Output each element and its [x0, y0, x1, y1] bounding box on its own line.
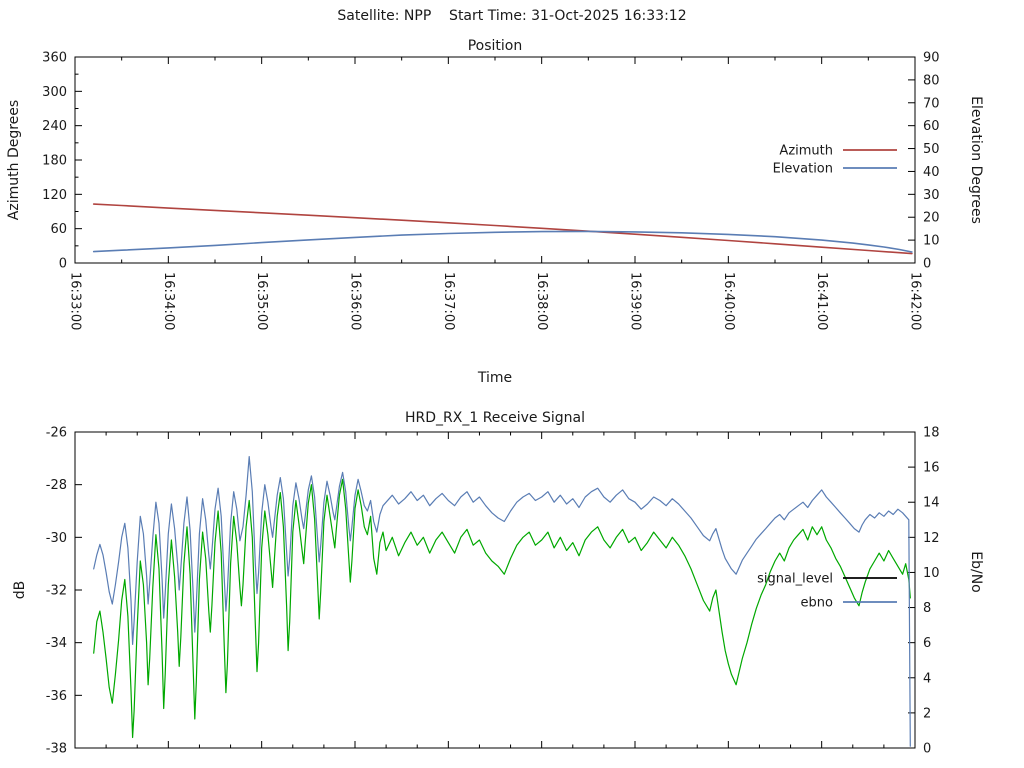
- chart-0: 16:33:00 16:34:00 16:35:00 16:36:00 16:37:00…: [42, 51, 939, 331]
- svg-text:4: 4: [923, 671, 931, 686]
- svg-text:-32: -32: [46, 584, 67, 599]
- svg-text:40: 40: [923, 165, 940, 180]
- series-signal_level: [93, 478, 911, 739]
- svg-text:20: 20: [923, 211, 940, 226]
- svg-text:120: 120: [42, 188, 67, 203]
- svg-text:2: 2: [923, 706, 931, 721]
- position-chart-title: Position: [467, 38, 523, 54]
- series-Elevation: [92, 230, 913, 253]
- svg-text:18: 18: [923, 426, 940, 441]
- plot-border: [74, 431, 916, 749]
- svg-text:16:36:00: 16:36:00: [348, 272, 363, 330]
- svg-text:ebno: ebno: [801, 596, 833, 611]
- svg-text:Azimuth: Azimuth: [779, 144, 833, 159]
- svg-text:-28: -28: [46, 478, 67, 493]
- svg-text:16:42:00: 16:42:00: [908, 272, 923, 330]
- chart-0-ticks: 16:33:00 16:34:00 16:35:00 16:36:00 16:37:00…: [42, 51, 939, 331]
- svg-text:16:35:00: 16:35:00: [254, 272, 269, 330]
- page-title: Satellite: NPP Start Time: 31-Oct-2025 1…: [337, 8, 687, 24]
- svg-text:Elevation: Elevation: [773, 162, 833, 177]
- svg-text:50: 50: [923, 142, 940, 157]
- svg-text:-34: -34: [46, 636, 67, 651]
- svg-text:-26: -26: [46, 426, 67, 441]
- svg-text:70: 70: [923, 96, 940, 111]
- chart-0-legend: Azimuth Elevation: [773, 144, 897, 177]
- svg-text:-38: -38: [46, 742, 67, 757]
- time-axis-label: Time: [477, 370, 513, 386]
- svg-text:16:37:00: 16:37:00: [441, 272, 456, 330]
- svg-text:16:40:00: 16:40:00: [721, 272, 736, 330]
- receive-signal-chart-title: HRD_RX_1 Receive Signal: [405, 410, 585, 426]
- svg-text:16:41:00: 16:41:00: [814, 272, 829, 330]
- svg-text:90: 90: [923, 51, 940, 66]
- chart-1: -38 -36 -34 -32 -30 -28 -26 0 2 4 6 8 10 12 14 16 18 sign…: [46, 426, 940, 757]
- svg-text:0: 0: [923, 257, 931, 272]
- svg-text:360: 360: [42, 51, 67, 66]
- svg-text:6: 6: [923, 636, 931, 651]
- svg-text:16:33:00: 16:33:00: [68, 272, 83, 330]
- svg-text:16:34:00: 16:34:00: [161, 272, 176, 330]
- svg-text:0: 0: [59, 257, 67, 272]
- svg-text:16: 16: [923, 461, 940, 476]
- svg-text:12: 12: [923, 531, 940, 546]
- svg-text:signal_level: signal_level: [757, 572, 833, 587]
- svg-text:14: 14: [923, 496, 940, 511]
- svg-text:-30: -30: [46, 531, 67, 546]
- svg-text:-36: -36: [46, 689, 67, 704]
- svg-text:16:38:00: 16:38:00: [534, 272, 549, 330]
- svg-text:60: 60: [923, 119, 940, 134]
- svg-text:8: 8: [923, 601, 931, 616]
- svg-text:10: 10: [923, 234, 940, 249]
- series-ebno: [93, 456, 911, 747]
- series-Azimuth: [92, 203, 913, 255]
- svg-text:30: 30: [923, 188, 940, 203]
- svg-text:240: 240: [42, 119, 67, 134]
- svg-text:80: 80: [923, 73, 940, 88]
- chart-1-ticks: -38 -36 -34 -32 -30 -28 -26 0 2 4 6 8 10 12 14 16 18: [46, 426, 940, 757]
- svg-text:0: 0: [923, 742, 931, 757]
- svg-text:300: 300: [42, 85, 67, 100]
- svg-text:16:39:00: 16:39:00: [628, 272, 643, 330]
- svg-text:180: 180: [42, 154, 67, 169]
- svg-text:10: 10: [923, 566, 940, 581]
- svg-text:60: 60: [50, 222, 67, 237]
